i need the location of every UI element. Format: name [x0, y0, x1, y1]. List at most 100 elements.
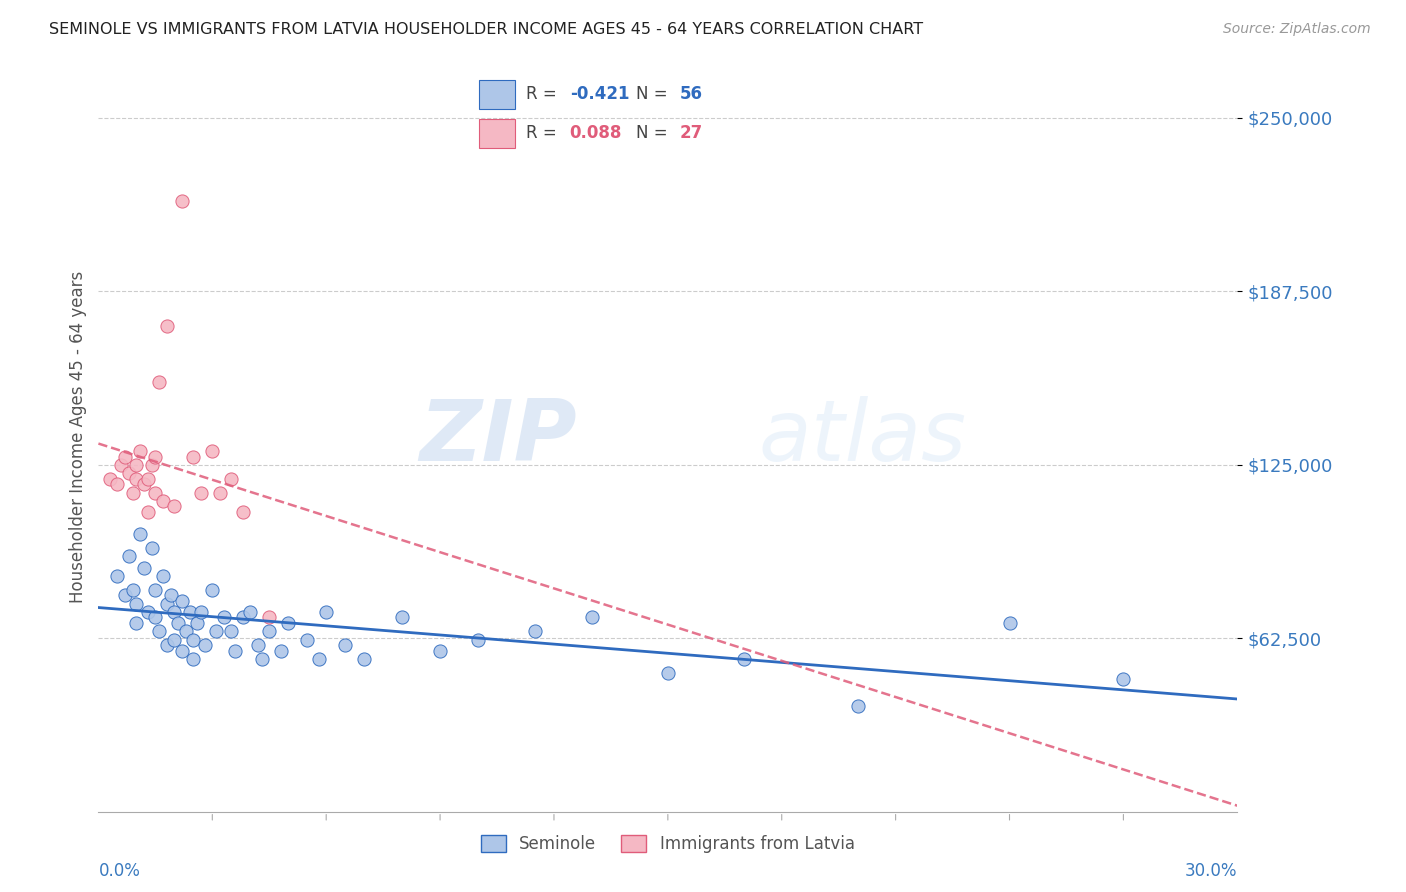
Text: N =: N = [636, 86, 672, 103]
Point [118, 549, 141, 564]
Text: 56: 56 [679, 86, 703, 103]
Point [145, 582, 167, 597]
Point [467, 632, 489, 647]
Point [208, 485, 231, 500]
Point [145, 610, 167, 624]
Point [145, 485, 167, 500]
Point [156, 319, 179, 334]
Point [391, 610, 413, 624]
Point [163, 605, 186, 619]
Point [121, 485, 143, 500]
Point [148, 624, 170, 639]
Point [148, 375, 170, 389]
Point [136, 472, 159, 486]
Point [308, 652, 330, 666]
Text: R =: R = [526, 86, 562, 103]
Point [136, 605, 159, 619]
Point [998, 615, 1021, 630]
Text: 27: 27 [679, 124, 703, 142]
Point [524, 624, 547, 639]
Point [277, 615, 299, 630]
Point [232, 505, 254, 519]
Point [315, 605, 337, 619]
Text: Source: ZipAtlas.com: Source: ZipAtlas.com [1223, 22, 1371, 37]
Point [657, 665, 679, 680]
Point [141, 541, 163, 555]
Point [259, 610, 281, 624]
Point [145, 450, 167, 464]
Point [186, 615, 208, 630]
Point [179, 605, 201, 619]
Point [246, 638, 269, 652]
Point [98, 472, 121, 486]
Point [190, 485, 212, 500]
Point [159, 588, 181, 602]
Point [163, 632, 186, 647]
Point [132, 560, 155, 574]
Point [205, 624, 228, 639]
Point [250, 652, 273, 666]
Point [163, 500, 186, 514]
Point [270, 644, 292, 658]
Point [118, 466, 141, 480]
Point [129, 444, 152, 458]
Point [156, 638, 179, 652]
Text: 0.0%: 0.0% [98, 862, 141, 880]
Point [232, 610, 254, 624]
Point [136, 505, 159, 519]
Point [170, 594, 193, 608]
Point [733, 652, 755, 666]
Point [221, 472, 243, 486]
Text: R =: R = [526, 124, 562, 142]
Point [107, 477, 129, 491]
Point [297, 632, 319, 647]
Point [129, 527, 152, 541]
Point [194, 638, 217, 652]
Point [429, 644, 451, 658]
Point [152, 494, 174, 508]
Point [125, 472, 148, 486]
Text: ZIP: ZIP [419, 395, 576, 479]
Point [183, 652, 205, 666]
Point [152, 569, 174, 583]
Point [239, 605, 262, 619]
Point [156, 597, 179, 611]
Point [190, 605, 212, 619]
Point [141, 458, 163, 472]
Point [183, 450, 205, 464]
Point [201, 582, 224, 597]
Bar [479, 80, 515, 109]
Point [212, 610, 235, 624]
Point [125, 615, 148, 630]
Text: SEMINOLE VS IMMIGRANTS FROM LATVIA HOUSEHOLDER INCOME AGES 45 - 64 YEARS CORRELA: SEMINOLE VS IMMIGRANTS FROM LATVIA HOUSE… [49, 22, 924, 37]
Point [114, 588, 136, 602]
Point [174, 624, 197, 639]
Text: -0.421: -0.421 [569, 86, 630, 103]
Text: atlas: atlas [759, 395, 967, 479]
Point [170, 194, 193, 209]
Text: 30.0%: 30.0% [1185, 862, 1237, 880]
Point [353, 652, 375, 666]
Point [221, 624, 243, 639]
Legend: Seminole, Immigrants from Latvia: Seminole, Immigrants from Latvia [474, 828, 862, 860]
Point [581, 610, 603, 624]
Y-axis label: Householder Income Ages 45 - 64 years: Householder Income Ages 45 - 64 years [69, 271, 87, 603]
Point [335, 638, 357, 652]
Text: 0.088: 0.088 [569, 124, 621, 142]
Text: N =: N = [636, 124, 672, 142]
Point [201, 444, 224, 458]
Point [114, 450, 136, 464]
Point [132, 477, 155, 491]
Bar [479, 119, 515, 147]
Point [846, 699, 869, 714]
Point [1112, 672, 1135, 686]
Point [107, 569, 129, 583]
Point [224, 644, 246, 658]
Point [125, 458, 148, 472]
Point [183, 632, 205, 647]
Point [167, 615, 190, 630]
Point [170, 644, 193, 658]
Point [125, 597, 148, 611]
Point [110, 458, 132, 472]
Point [121, 582, 143, 597]
